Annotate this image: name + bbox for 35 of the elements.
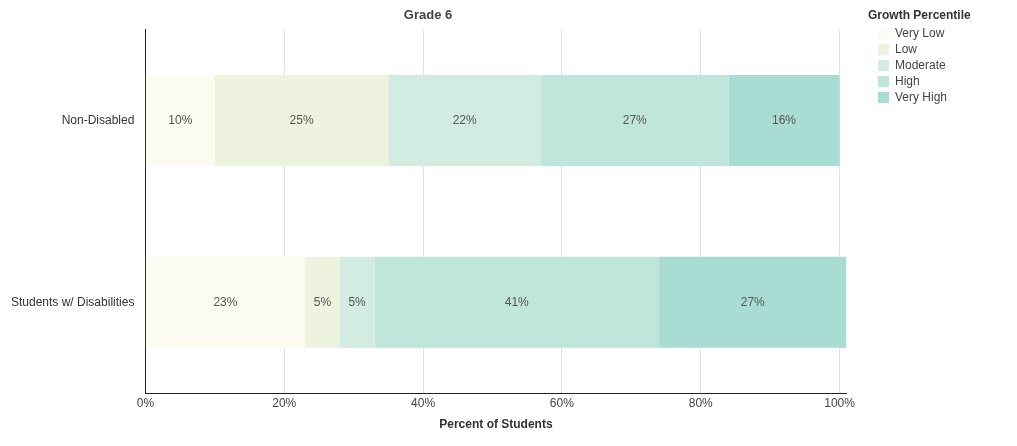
legend-label: Very High bbox=[895, 90, 948, 104]
data-label: 41% bbox=[504, 294, 530, 309]
bar bbox=[145, 75, 215, 166]
bar bbox=[339, 256, 375, 348]
data-label: 5% bbox=[313, 294, 332, 309]
data-label: 25% bbox=[289, 112, 314, 127]
data-label: 27% bbox=[740, 294, 766, 309]
data-label: 5% bbox=[348, 294, 367, 309]
chart-title: Grade 6 bbox=[403, 7, 453, 23]
data-label: 27% bbox=[622, 112, 648, 127]
x-tick-label: 40% bbox=[411, 395, 436, 410]
x-tick-label: 100% bbox=[824, 395, 856, 410]
legend-label: High bbox=[895, 74, 920, 88]
bar bbox=[214, 75, 389, 166]
data-label: 16% bbox=[772, 112, 797, 127]
x-tick-label: 60% bbox=[549, 395, 575, 410]
bar bbox=[659, 256, 847, 348]
data-label: 10% bbox=[168, 112, 193, 127]
x-tick-label: 0% bbox=[136, 395, 155, 410]
legend-label: Low bbox=[895, 42, 918, 56]
y-tick-label: Non-Disabled bbox=[61, 112, 135, 127]
bar bbox=[145, 256, 306, 348]
legend-title: Growth Percentile bbox=[868, 8, 971, 22]
y-tick-label: Students w/ Disabilities bbox=[11, 294, 135, 309]
x-tick-label: 20% bbox=[272, 395, 297, 410]
bar bbox=[374, 256, 660, 348]
bar bbox=[305, 256, 340, 348]
legend-label: Moderate bbox=[895, 58, 946, 72]
bar bbox=[728, 75, 840, 166]
data-label: 22% bbox=[452, 112, 478, 127]
data-label: 23% bbox=[213, 294, 238, 309]
x-tick-label: 80% bbox=[688, 395, 714, 410]
bar bbox=[541, 75, 729, 166]
legend-label: Very Low bbox=[895, 26, 945, 40]
x-axis-title: Percent of Students bbox=[439, 417, 553, 432]
